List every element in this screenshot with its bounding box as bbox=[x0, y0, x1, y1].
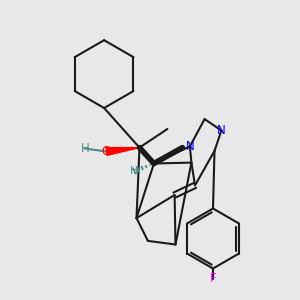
Text: H: H bbox=[130, 166, 139, 176]
Text: N: N bbox=[185, 140, 194, 153]
Text: H: H bbox=[80, 142, 89, 155]
Text: O: O bbox=[102, 145, 111, 158]
Text: N: N bbox=[217, 124, 226, 137]
Text: F: F bbox=[210, 272, 216, 286]
Polygon shape bbox=[106, 148, 140, 155]
